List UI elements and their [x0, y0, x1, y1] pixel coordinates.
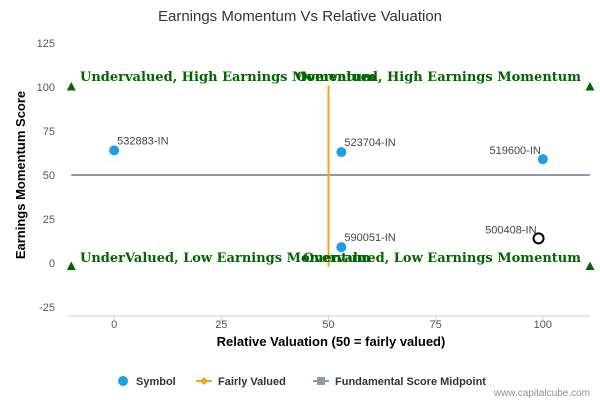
y-tick-label: 25	[43, 214, 55, 226]
data-point-highlighted	[532, 232, 545, 245]
legend-symbol-marker	[118, 376, 128, 386]
y-tick-label: 75	[43, 126, 55, 138]
data-point-label: 523704-IN	[344, 137, 395, 149]
legend-label: Symbol	[136, 376, 176, 388]
quadrant-marker	[585, 261, 595, 271]
data-point-label: 590051-IN	[344, 232, 395, 244]
quadrant-marker	[585, 82, 595, 91]
y-tick-label: 100	[37, 82, 55, 94]
y-axis-title: Earnings Momentum Score	[13, 91, 28, 259]
quadrant-marker	[66, 82, 76, 91]
x-tick-label: 100	[534, 319, 552, 331]
x-tick-label: 25	[215, 319, 227, 331]
data-point-label: 519600-IN	[489, 145, 540, 157]
x-tick-label: 0	[111, 319, 117, 331]
legend-label: Fundamental Score Midpoint	[335, 376, 486, 388]
y-tick-label: -25	[39, 302, 55, 314]
data-point-label: 500408-IN	[485, 224, 536, 236]
data-point-label: 532883-IN	[117, 135, 168, 147]
data-point	[109, 145, 120, 156]
x-tick-label: 50	[322, 319, 334, 331]
legend-fairly-valued-marker	[200, 377, 208, 385]
data-point	[537, 154, 548, 165]
legend: Symbol Fairly Valued Fundamental Score Mid…	[118, 376, 486, 388]
x-tick-label: 75	[430, 319, 442, 331]
credit-text: www.capitalcube.com	[493, 388, 590, 399]
plot-area: 0 25 50 75 100 -25 0 25 50 75 100 125 Undervalued, H…	[37, 38, 595, 331]
data-point	[336, 147, 347, 158]
chart-title: Earnings Momentum Vs Relative Valuation	[158, 8, 442, 25]
quadrant-label: Overvalued, Low Earnings Momentum	[303, 251, 581, 266]
quadrant-marker	[66, 261, 76, 271]
quadrant-label: Overvalued, High Earnings Momentum	[296, 70, 581, 85]
legend-midpoint-marker	[317, 377, 325, 385]
y-tick-label: 50	[43, 170, 55, 182]
x-axis-title: Relative Valuation (50 = fairly valued)	[217, 334, 446, 349]
y-tick-label: 0	[49, 258, 55, 270]
data-point	[336, 242, 347, 253]
legend-label: Fairly Valued	[218, 376, 286, 388]
y-tick-label: 125	[37, 38, 55, 50]
quadrant-label: UnderValued, Low Earnings Momentum	[80, 251, 371, 266]
quadrant-label: Undervalued, High Earnings Momentum	[80, 70, 376, 85]
